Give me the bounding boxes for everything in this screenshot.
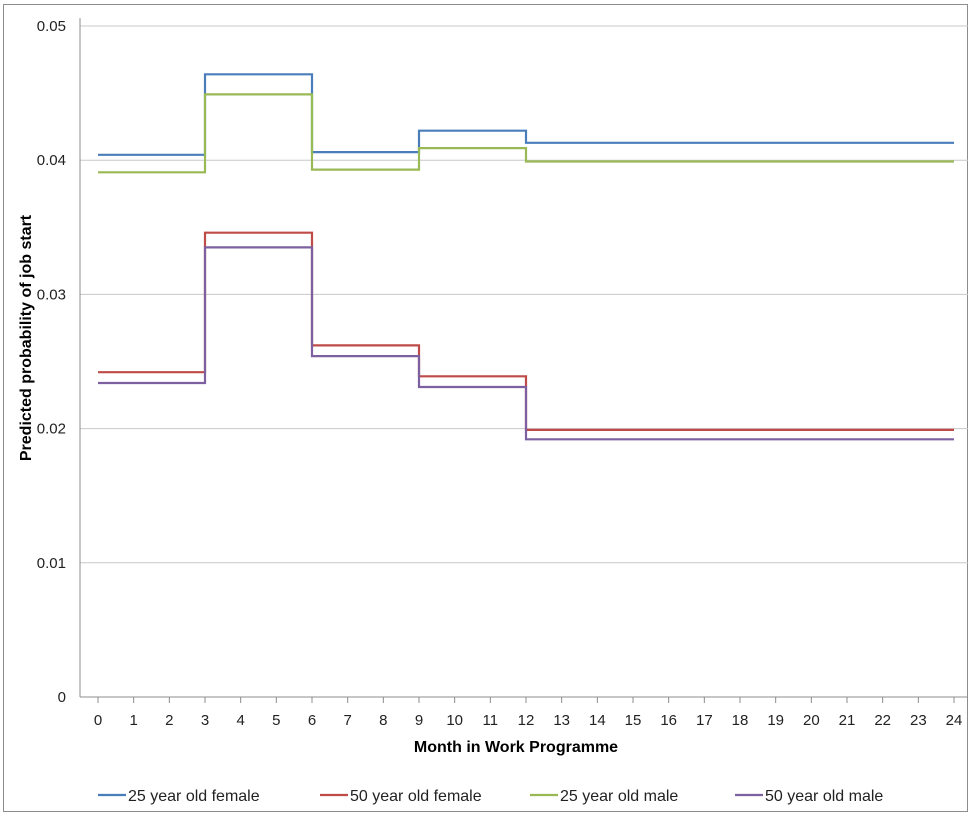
- x-tick-label: 8: [379, 712, 387, 729]
- series-line: [98, 93, 954, 174]
- x-tick-label: 11: [483, 712, 499, 729]
- x-tick-label: 2: [165, 712, 173, 729]
- legend-entry: 50 year old female: [350, 788, 482, 805]
- series-line: [98, 246, 954, 441]
- x-tick-label: 13: [553, 712, 570, 729]
- gridlines: [80, 25, 968, 564]
- x-tick-label: 23: [910, 712, 927, 729]
- x-axis-title: Month in Work Programme: [414, 739, 618, 756]
- legend-entry: 25 year old male: [560, 788, 678, 805]
- x-tick-label: 5: [272, 712, 280, 729]
- x-tick-label: 21: [839, 712, 856, 729]
- series-line: [98, 73, 954, 156]
- chart-frame: [3, 4, 968, 812]
- y-tick-label: 0.05: [37, 18, 66, 35]
- series-lines: [98, 73, 954, 441]
- x-tick-label: 6: [308, 712, 316, 729]
- y-tick-label: 0.03: [37, 286, 66, 303]
- x-tick-label: 17: [696, 712, 713, 729]
- x-tick-label: 16: [660, 712, 677, 729]
- y-tick-label: 0.02: [37, 421, 66, 438]
- x-tick-label: 7: [343, 712, 351, 729]
- x-tick-label: 0: [94, 712, 102, 729]
- legend-entry: 25 year old female: [128, 788, 260, 805]
- legend-entry: 50 year old male: [765, 788, 883, 805]
- x-tick-label: 4: [236, 712, 244, 729]
- x-tick-label: 20: [803, 712, 820, 729]
- x-tick-label: 12: [518, 712, 535, 729]
- x-tick-label: 1: [129, 712, 137, 729]
- y-axis-title: Predicted probability of job start: [18, 214, 35, 461]
- x-tick-label: 22: [874, 712, 891, 729]
- y-tick-labels: 0 0.01 0.02 0.03 0.04 0.05: [37, 18, 66, 706]
- x-tick-label: 10: [446, 712, 463, 729]
- y-tick-label: 0: [58, 689, 66, 706]
- x-tick-label: 9: [415, 712, 423, 729]
- y-tick-label: 0.04: [37, 152, 66, 169]
- x-tick-label: 24: [946, 712, 963, 729]
- axes: [79, 18, 968, 703]
- y-tick-label: 0.01: [37, 555, 66, 572]
- x-tick-label: 19: [767, 712, 784, 729]
- x-tick-labels: 0 1 2 3 4 5 6 7 8 9 10 11 12 13 14 15 16 17 18 19 20 21 22 23 24: [94, 712, 963, 729]
- x-tick-label: 18: [732, 712, 749, 729]
- x-tick-label: 14: [589, 712, 606, 729]
- x-tick-label: 3: [201, 712, 209, 729]
- x-tick-label: 15: [625, 712, 642, 729]
- legend: 25 year old female 50 year old female 25 y…: [98, 788, 883, 805]
